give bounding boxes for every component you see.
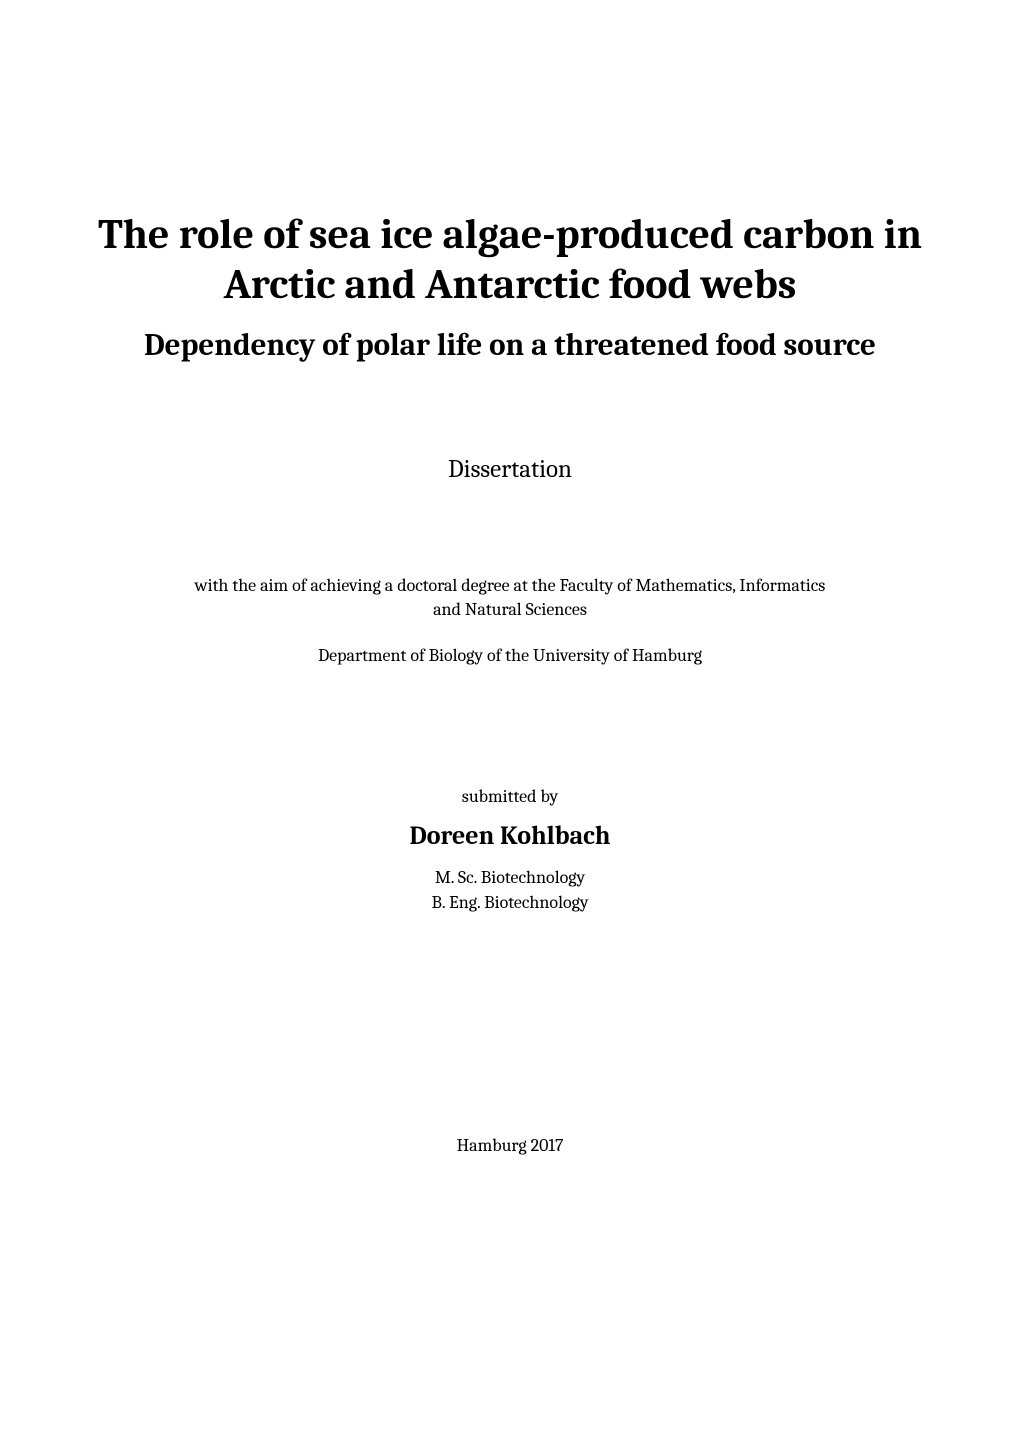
place-year: Hamburg 2017: [457, 1135, 564, 1156]
submitted-by-label: submitted by: [462, 786, 558, 807]
aim-statement: with the aim of achieving a doctoral deg…: [195, 574, 826, 623]
aim-line2: and Natural Sciences: [195, 598, 826, 622]
main-title: The role of sea ice algae-produced carbo…: [98, 210, 922, 311]
author-degrees: M. Sc. Biotechnology B. Eng. Biotechnolo…: [431, 865, 588, 915]
main-title-line2: Arctic and Antarctic food webs: [98, 260, 922, 310]
author-name: Doreen Kohlbach: [410, 821, 611, 851]
subtitle: Dependency of polar life on a threatened…: [144, 325, 876, 365]
aim-line1: with the aim of achieving a doctoral deg…: [195, 574, 826, 598]
degree-beng: B. Eng. Biotechnology: [431, 890, 588, 915]
department: Department of Biology of the University …: [318, 645, 702, 666]
document-type: Dissertation: [448, 455, 572, 484]
main-title-line1: The role of sea ice algae-produced carbo…: [98, 210, 922, 260]
dissertation-title-page: The role of sea ice algae-produced carbo…: [90, 70, 930, 1373]
degree-msc: M. Sc. Biotechnology: [431, 865, 588, 890]
